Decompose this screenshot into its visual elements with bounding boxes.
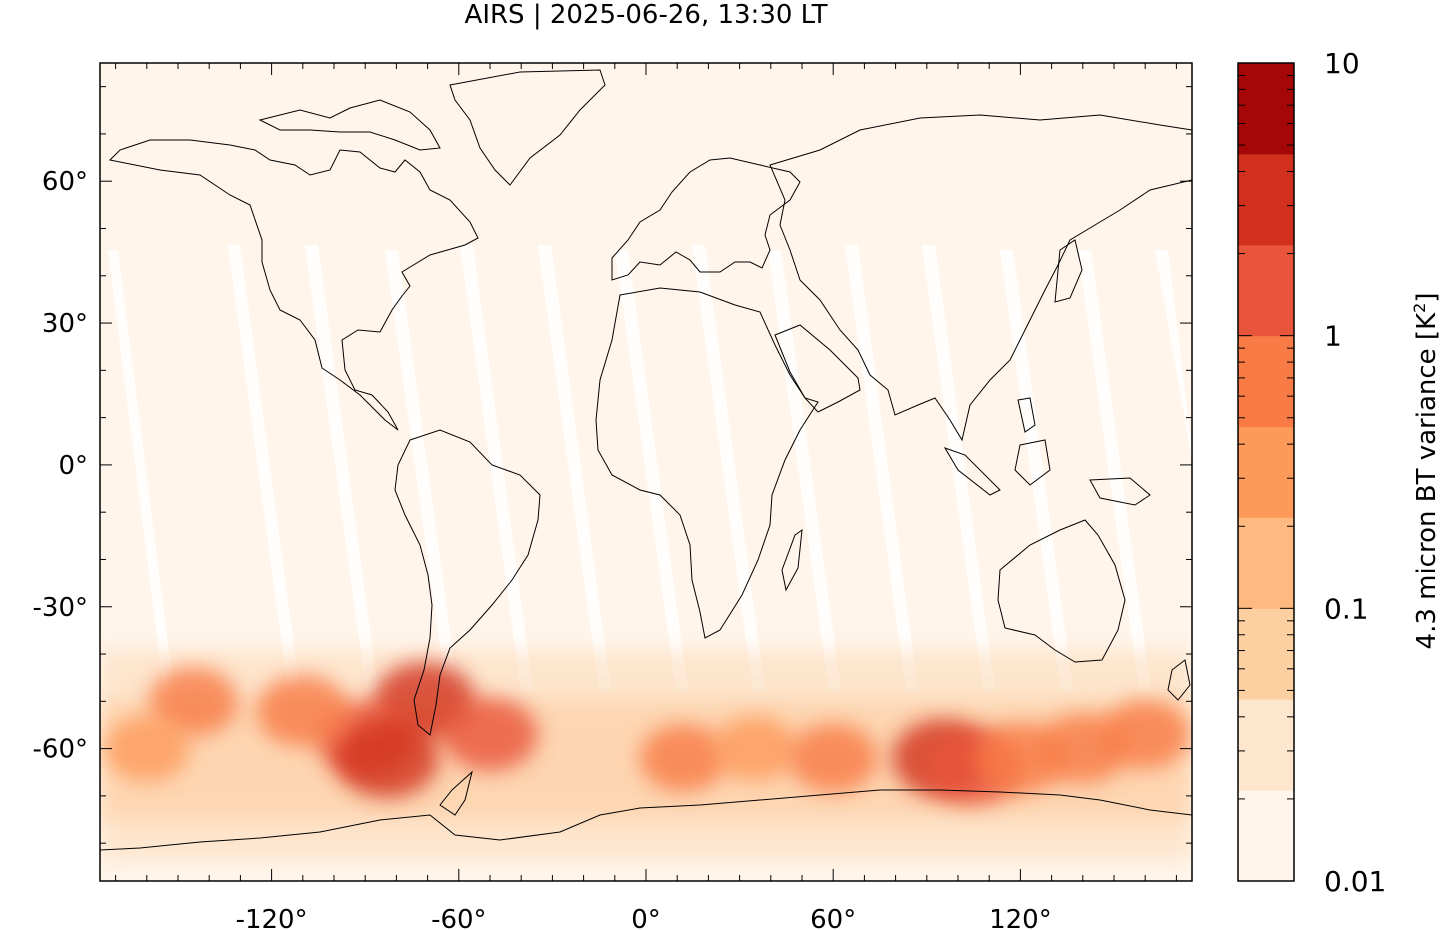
wave-hotspot [639, 724, 728, 792]
wave-hotspots [104, 662, 1190, 806]
coast-greenland [449, 69, 606, 186]
coast-arctic-islands [258, 99, 441, 151]
lat-tick-label: 30° [42, 309, 88, 339]
wave-hotspot [335, 718, 439, 798]
colorbar-bin [1238, 426, 1294, 518]
figure-title: AIRS | 2025-06-26, 13:30 LT [464, 0, 828, 30]
colorbar-bin [1238, 699, 1294, 791]
axis-tick-labels: -120° -60° 0° 60° 120° 60° 30° 0° -30° -60° [33, 167, 1052, 930]
colorbar [1238, 63, 1294, 882]
colorbar-bin [1238, 517, 1294, 609]
colorbar-bin [1238, 153, 1294, 246]
coast-philippines [1017, 397, 1036, 433]
coast-north-america [108, 139, 479, 431]
coast-asia [769, 114, 1192, 442]
coast-japan [1054, 239, 1083, 303]
colorbar-ticks [1238, 74, 1294, 882]
wave-hotspot [788, 723, 878, 793]
coast-madagascar [781, 528, 803, 592]
wave-hotspot [1100, 700, 1190, 769]
colorbar-bin [1238, 335, 1294, 428]
colorbar-frame [1237, 62, 1295, 882]
wave-hotspot [256, 675, 350, 747]
coast-australia [997, 519, 1126, 663]
wave-hotspot [442, 697, 538, 772]
coast-new-guinea [1089, 477, 1151, 506]
lon-tick-label: -60° [431, 905, 486, 930]
colorbar-tick-label: 1 [1324, 320, 1342, 353]
colorbar-bin [1238, 63, 1294, 155]
colorbar-bin [1238, 244, 1294, 337]
colorbar-tick-label: 10 [1324, 47, 1360, 80]
lat-tick-label: 60° [42, 167, 88, 197]
coastlines [100, 69, 1192, 851]
colorbar-bin [1238, 608, 1294, 700]
wave-hotspot [713, 716, 798, 781]
wave-hotspot [104, 715, 190, 782]
coast-europe [611, 157, 801, 281]
lat-tick-label: -30° [33, 593, 88, 623]
colorbar-bin [1238, 790, 1294, 882]
lon-tick-label: 120° [989, 905, 1052, 930]
coast-antarctica [100, 789, 1192, 851]
coast-arabia [774, 324, 861, 413]
coast-new-zealand [1167, 659, 1191, 701]
wave-hotspot [149, 667, 239, 736]
map-area [100, 63, 1192, 881]
colorbar-tick-labels: 10 1 0.1 0.01 [1324, 47, 1386, 898]
lat-tick-label: 0° [58, 451, 88, 481]
swath-gaps [108, 245, 1192, 700]
lon-tick-label: 60° [810, 905, 856, 930]
colorbar-tick-label: 0.01 [1324, 865, 1386, 898]
coast-borneo [1014, 439, 1051, 486]
coast-antarctic-peninsula [439, 770, 473, 816]
coast-south-america [394, 429, 541, 736]
lon-tick-label: 0° [631, 905, 661, 930]
lon-tick-label: -120° [236, 905, 308, 930]
coast-africa [595, 287, 819, 639]
coast-sumatra [943, 447, 1001, 496]
colorbar-label: 4.3 micron BT variance [K2] [1410, 292, 1442, 650]
axis-ticks [100, 63, 1192, 881]
colorbar-tick-label: 0.1 [1324, 592, 1369, 625]
lat-tick-label: -60° [33, 735, 88, 765]
